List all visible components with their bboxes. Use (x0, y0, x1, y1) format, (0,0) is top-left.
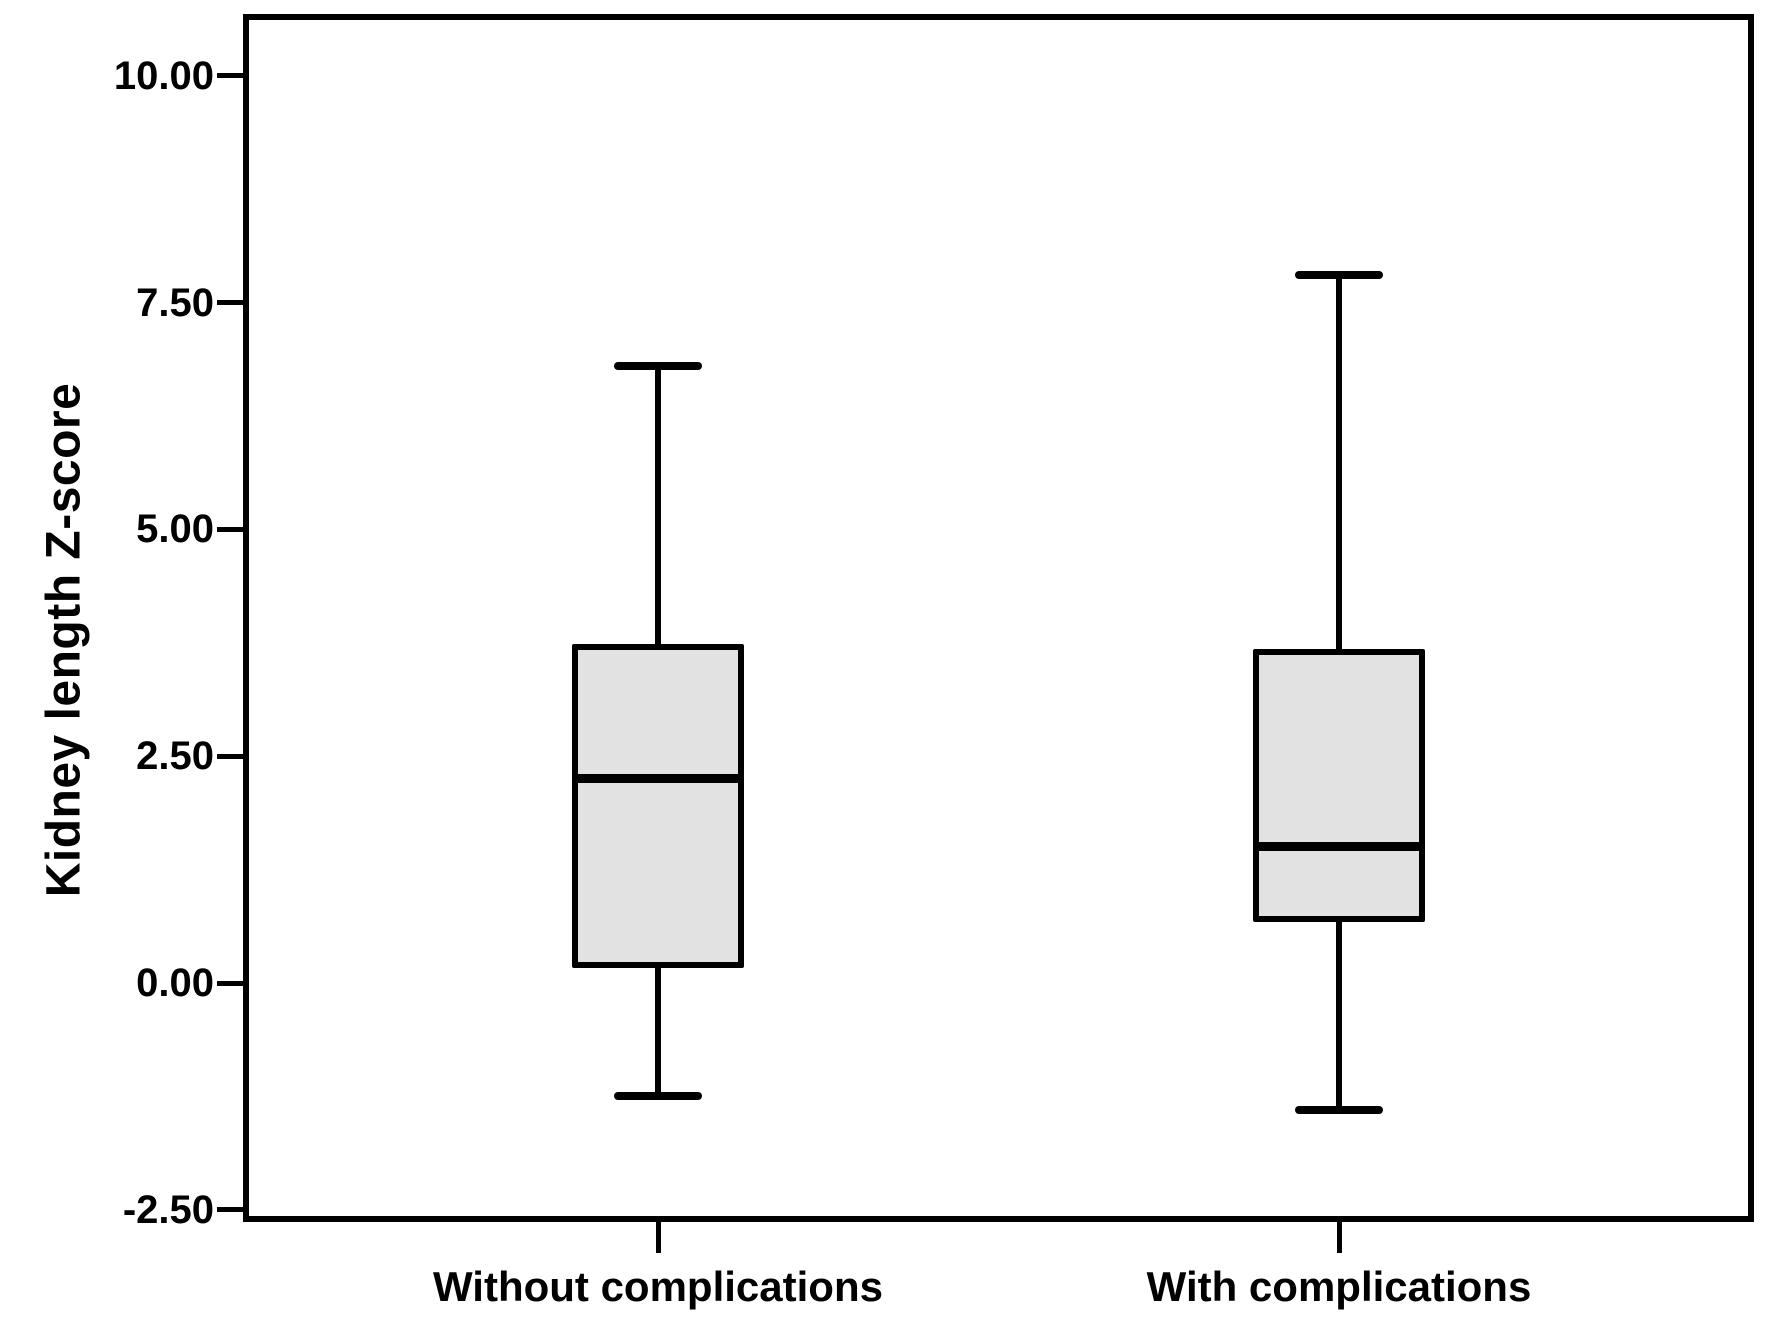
whisker-upper-cap (1295, 271, 1383, 280)
y-tick-label: 7.50 (136, 280, 214, 325)
y-tick-mark (217, 526, 243, 532)
x-tick-mark (1336, 1222, 1342, 1253)
iqr-box (1253, 648, 1425, 923)
y-tick-mark (217, 73, 243, 79)
y-tick-label: 5.00 (136, 507, 214, 552)
y-tick-label: 10.00 (113, 53, 214, 98)
plot-area (243, 14, 1754, 1222)
median-line (1253, 842, 1425, 852)
y-tick-mark (217, 980, 243, 986)
whisker-lower-cap (614, 1092, 702, 1101)
y-tick-label: 2.50 (136, 734, 214, 779)
iqr-box (572, 644, 744, 968)
whisker-lower-line (1336, 919, 1342, 1110)
whisker-upper-cap (614, 362, 702, 371)
y-tick-label: -2.50 (122, 1187, 214, 1232)
x-category-label: With complications (1146, 1263, 1532, 1310)
whisker-lower-line (655, 964, 661, 1097)
y-tick-mark (217, 1207, 243, 1213)
whisker-upper-line (1336, 275, 1342, 652)
x-tick-mark (655, 1222, 661, 1253)
y-tick-mark (217, 300, 243, 306)
whisker-upper-line (655, 366, 661, 648)
whisker-lower-cap (1295, 1106, 1383, 1114)
y-axis-title: Kidney length Z-score (37, 382, 91, 898)
y-tick-label: 0.00 (136, 961, 214, 1005)
x-category-label: Without complications (433, 1263, 883, 1310)
median-line (572, 774, 744, 784)
y-tick-mark (217, 753, 243, 759)
